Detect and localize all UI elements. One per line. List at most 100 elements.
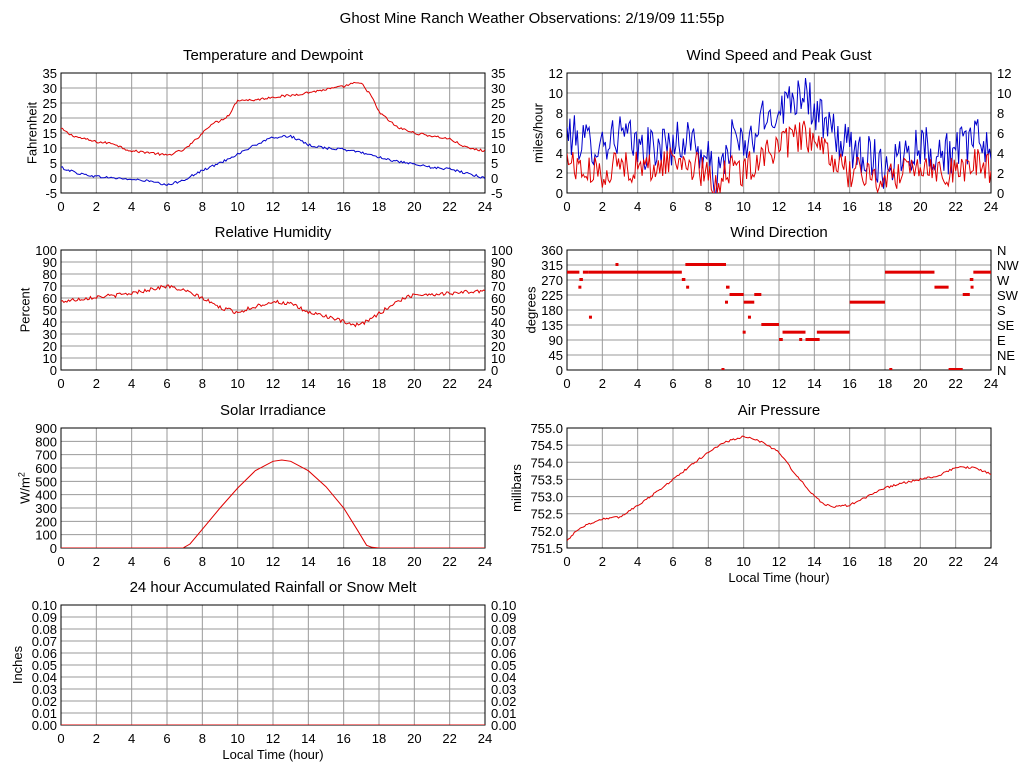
y-tick-label-right: 100 — [491, 243, 513, 258]
compass-label: S — [997, 303, 1006, 318]
y-tick-label-right: 2 — [997, 166, 1004, 181]
y-tick-label: 753.5 — [530, 472, 563, 487]
y-tick-label-right: 70 — [491, 279, 505, 294]
y-tick-label: 0.04 — [32, 670, 57, 685]
direction-point — [686, 285, 690, 289]
y-tick-label: 180 — [541, 303, 563, 318]
direction-mark — [567, 270, 580, 274]
x-tick-label: 8 — [705, 554, 712, 569]
y-tick-label: 751.5 — [530, 541, 563, 556]
x-tick-label: 20 — [407, 199, 421, 214]
y-tick-label: 400 — [35, 488, 57, 503]
y-tick-label: 70 — [43, 279, 57, 294]
y-tick-label: 754.0 — [530, 455, 563, 470]
x-tick-label: 20 — [913, 376, 927, 391]
y-tick-label: 200 — [35, 514, 57, 529]
y-axis-label: Inches — [10, 645, 25, 684]
y-tick-label: 500 — [35, 474, 57, 489]
direction-point — [816, 330, 820, 334]
x-tick-label: 4 — [634, 199, 641, 214]
x-tick-label: 0 — [563, 554, 570, 569]
x-tick-label: 24 — [984, 199, 998, 214]
y-tick-label-right: 12 — [997, 66, 1011, 81]
y-tick-label-right: 6 — [997, 126, 1004, 141]
y-tick-label: 12 — [549, 66, 563, 81]
y-tick-label: 754.5 — [530, 438, 563, 453]
x-tick-label: 4 — [634, 376, 641, 391]
direction-mark — [805, 338, 820, 341]
x-tick-label: 2 — [599, 376, 606, 391]
y-tick-label: 0.08 — [32, 622, 57, 637]
x-tick-label: 24 — [984, 554, 998, 569]
compass-label: SE — [997, 318, 1015, 333]
chart-title: Air Pressure — [738, 402, 821, 419]
series-line — [567, 435, 991, 542]
chart-title: Solar Irradiance — [220, 402, 326, 419]
y-tick-label: 0 — [50, 171, 57, 186]
plot-frame — [566, 72, 992, 194]
y-tick-label-right: 0.05 — [491, 658, 516, 673]
y-tick-label: 90 — [43, 255, 57, 270]
x-tick-label: 24 — [478, 376, 492, 391]
y-tick-label: 10 — [549, 86, 563, 101]
y-tick-label-right: 0 — [997, 186, 1004, 201]
x-tick-label: 14 — [301, 731, 315, 746]
direction-mark — [582, 270, 589, 274]
x-tick-label: 4 — [128, 554, 135, 569]
y-tick-label: 4 — [556, 146, 563, 161]
direction-mark — [681, 278, 686, 281]
y-tick-label: 135 — [541, 318, 563, 333]
y-tick-label: 8 — [556, 106, 563, 121]
plot-area — [567, 77, 991, 193]
x-tick-label: 8 — [705, 376, 712, 391]
plot-area — [61, 284, 485, 328]
x-tick-label: 10 — [736, 376, 750, 391]
series-line — [61, 459, 485, 548]
plot-frame — [60, 72, 486, 194]
y-axis-label: Percent — [17, 287, 32, 332]
y-tick-label-right: 20 — [491, 339, 505, 354]
y-tick-label: -5 — [45, 186, 57, 201]
y-tick-label-right: 40 — [491, 315, 505, 330]
y-tick-label: 90 — [549, 333, 563, 348]
y-tick-label-right: 0.01 — [491, 706, 516, 721]
series-line — [61, 284, 485, 328]
x-tick-label: 24 — [478, 731, 492, 746]
y-tick-label: 300 — [35, 501, 57, 516]
y-tick-label-right: 0 — [491, 363, 498, 378]
x-tick-label: 18 — [878, 199, 892, 214]
x-tick-label: 2 — [599, 554, 606, 569]
y-tick-label: 360 — [541, 243, 563, 258]
y-tick-label: 25 — [43, 96, 57, 111]
compass-label: W — [997, 273, 1010, 288]
x-tick-label: 0 — [563, 199, 570, 214]
y-tick-label-right: 0.09 — [491, 610, 516, 625]
chart-title: Wind Direction — [730, 224, 828, 241]
x-tick-label: 24 — [478, 554, 492, 569]
x-tick-label: 10 — [230, 731, 244, 746]
y-tick-label: 0.01 — [32, 706, 57, 721]
y-tick-label: 15 — [43, 126, 57, 141]
y-tick-label: 600 — [35, 461, 57, 476]
direction-point — [615, 263, 619, 266]
y-tick-label: 0.07 — [32, 634, 57, 649]
y-tick-label-right: 0 — [491, 171, 498, 186]
x-tick-label: 6 — [669, 554, 676, 569]
series-line — [61, 134, 485, 186]
x-tick-label: 20 — [913, 554, 927, 569]
y-tick-label: 753.0 — [530, 490, 563, 505]
y-tick-label-right: 0.02 — [491, 694, 516, 709]
x-tick-label: 6 — [669, 199, 676, 214]
direction-mark — [588, 270, 682, 274]
direction-mark — [969, 278, 974, 281]
x-tick-label: 6 — [163, 376, 170, 391]
y-tick-label: 35 — [43, 66, 57, 81]
x-tick-label: 16 — [336, 199, 350, 214]
y-tick-label-right: 10 — [997, 86, 1011, 101]
series-line — [567, 120, 991, 193]
x-tick-label: 6 — [163, 554, 170, 569]
x-tick-label: 18 — [372, 376, 386, 391]
y-tick-label: 40 — [43, 315, 57, 330]
x-tick-label: 14 — [807, 554, 821, 569]
